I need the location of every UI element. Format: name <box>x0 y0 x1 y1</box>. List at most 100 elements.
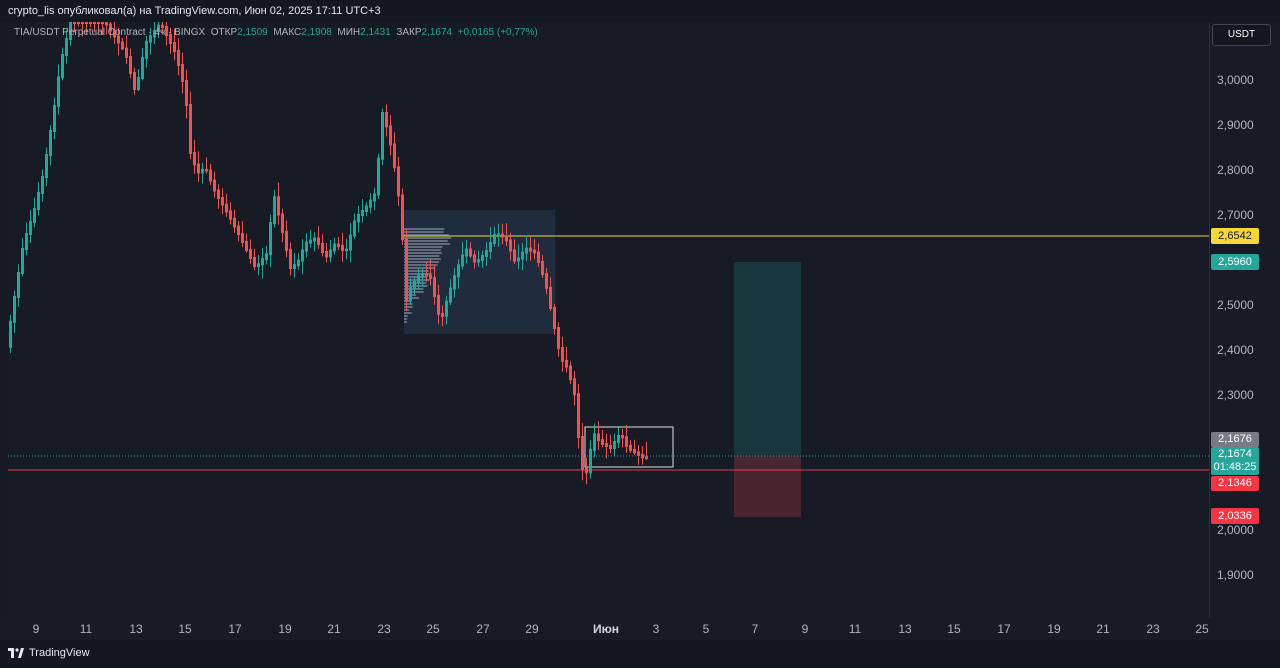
candle-body <box>569 365 572 381</box>
candle-body <box>9 320 12 348</box>
change-value: +0,0165 (+0,77%) <box>457 27 538 38</box>
volume-profile-bar <box>404 231 444 233</box>
volume-profile-box <box>404 210 555 334</box>
candle-body <box>133 72 136 90</box>
candle-body <box>545 273 548 289</box>
candle-body <box>385 112 388 128</box>
candle-body <box>105 22 108 26</box>
candle-body <box>249 249 252 259</box>
x-tick: 9 <box>801 622 809 636</box>
candle-body <box>405 238 408 301</box>
candle-body <box>521 251 524 260</box>
x-tick: 25 <box>426 622 440 636</box>
candle-body <box>633 448 636 454</box>
volume-profile-bar <box>404 240 448 242</box>
candle-body <box>457 264 460 278</box>
long-position-loss-zone <box>734 456 801 517</box>
candle-body <box>537 251 540 263</box>
candle-body <box>573 378 576 396</box>
candle-body <box>313 237 316 242</box>
candle-body <box>197 163 200 174</box>
candle-body <box>61 54 64 79</box>
candle-body <box>541 261 544 275</box>
candle-body <box>261 258 264 266</box>
x-tick: 25 <box>1195 622 1209 636</box>
candles <box>9 22 648 485</box>
x-tick: 13 <box>898 622 912 636</box>
candle-body <box>497 233 500 236</box>
candle-body <box>477 259 480 263</box>
entry-line-price-label: 2,1346 <box>1211 476 1259 491</box>
candle-body <box>89 22 92 24</box>
brand-name: TradingView <box>29 647 90 659</box>
candle-body <box>113 29 116 38</box>
candle-body <box>625 436 628 447</box>
resistance-price-label: 2,6542 <box>1211 228 1259 244</box>
low-label: МИН <box>337 27 361 38</box>
candle-body <box>481 255 484 261</box>
x-tick: 9 <box>32 622 40 636</box>
candle-body <box>137 77 140 90</box>
candle-body <box>305 241 308 252</box>
candle-body <box>393 143 396 169</box>
candle-body <box>121 41 124 50</box>
candle-body <box>413 281 416 289</box>
x-tick: 3 <box>652 622 660 636</box>
candle-body <box>241 233 244 243</box>
currency-button[interactable]: USDT <box>1212 24 1271 46</box>
candle-body <box>25 233 28 250</box>
volume-profile-bar <box>404 291 424 293</box>
candlestick-chart[interactable] <box>8 22 1209 618</box>
candle-body <box>285 231 288 251</box>
candle-body <box>469 248 472 257</box>
candle-body <box>109 23 112 32</box>
y-tick: 3,0000 <box>1217 73 1254 87</box>
candle-body <box>17 272 20 298</box>
volume-profile-bar <box>404 321 407 323</box>
candle-body <box>53 104 56 132</box>
candle-body <box>557 327 560 349</box>
candle-body <box>593 433 596 451</box>
x-tick: 17 <box>997 622 1011 636</box>
candle-body <box>473 254 476 263</box>
candle-body <box>485 250 488 257</box>
candle-body <box>349 234 352 251</box>
candle-body <box>117 35 120 44</box>
candle-body <box>209 169 212 182</box>
time-axis[interactable] <box>0 618 1280 640</box>
candle-body <box>501 233 504 238</box>
candle-body <box>345 248 348 251</box>
candle-body <box>221 197 224 206</box>
x-tick: 21 <box>327 622 341 636</box>
candle-body <box>297 259 300 267</box>
candle-body <box>341 245 344 251</box>
last-price-label: 2,1674 01:48:25 <box>1211 447 1259 475</box>
consolidation-box <box>584 426 674 468</box>
volume-profile-bar <box>404 306 413 308</box>
candle-body <box>585 468 588 474</box>
candle-body <box>429 275 432 279</box>
candle-body <box>49 130 52 156</box>
candle-body <box>609 445 612 449</box>
y-tick: 2,3000 <box>1217 388 1254 402</box>
x-tick: 13 <box>129 622 143 636</box>
volume-profile-bar <box>404 243 451 245</box>
price-chart[interactable] <box>8 22 1209 618</box>
y-tick: 2,8000 <box>1217 163 1254 177</box>
candle-body <box>581 436 584 470</box>
x-tick: 23 <box>1146 622 1160 636</box>
volume-profile-bar <box>404 318 407 320</box>
candle-body <box>637 451 640 456</box>
candle-body <box>605 443 608 447</box>
candle-body <box>277 196 280 216</box>
footer-bar <box>0 640 1280 668</box>
volume-profile-bar <box>404 312 412 314</box>
volume-profile-bar <box>404 249 441 251</box>
tradingview-brand[interactable]: TradingView <box>8 647 90 659</box>
x-tick: 11 <box>848 622 862 636</box>
candle-body <box>621 435 624 439</box>
candle-body <box>357 214 360 223</box>
candle-body <box>589 448 592 474</box>
candle-body <box>177 50 180 66</box>
candle-body <box>425 273 428 277</box>
